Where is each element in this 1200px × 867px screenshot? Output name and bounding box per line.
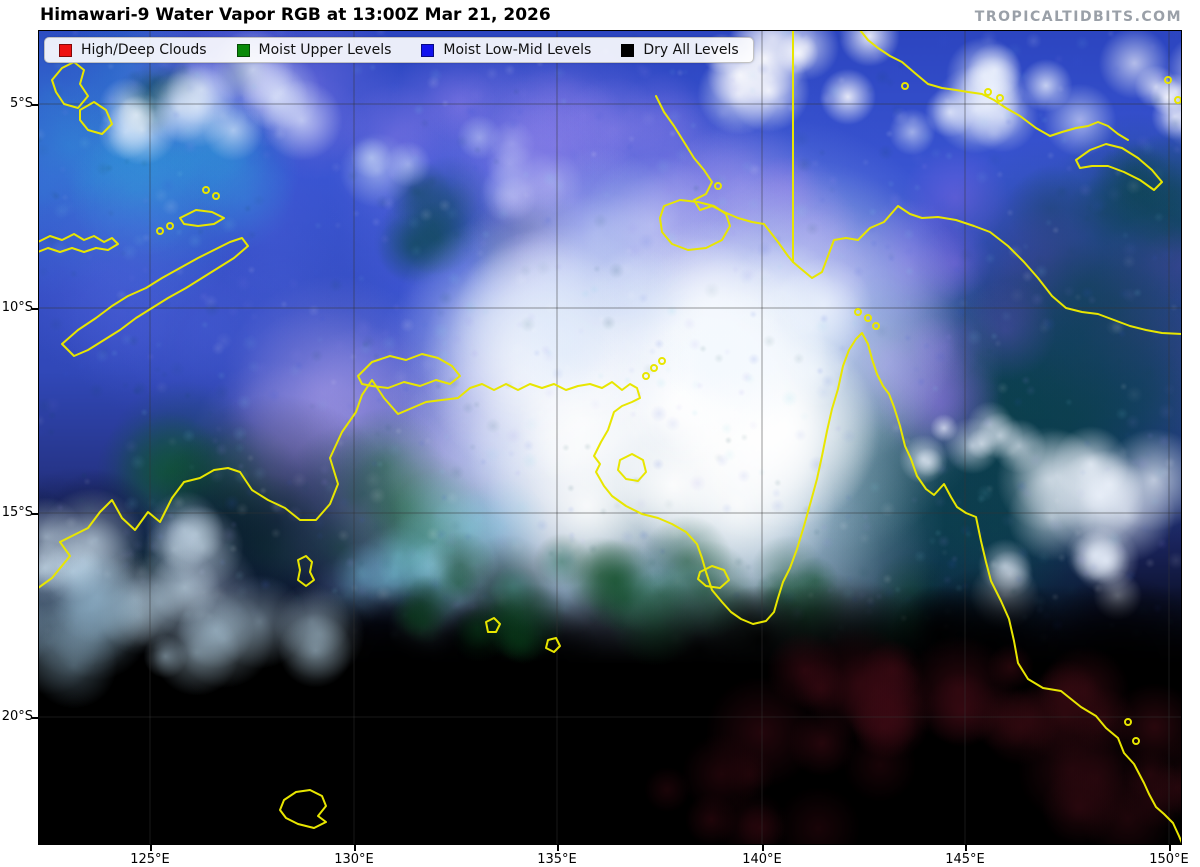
coastline-lake-2 xyxy=(545,637,561,653)
small-island xyxy=(156,227,164,235)
coastline-new-guinea-north xyxy=(859,30,1129,141)
coastline-maluku-a xyxy=(51,61,89,109)
small-island xyxy=(658,357,666,365)
lat-tick-mark xyxy=(32,104,38,106)
coastline-new-britain xyxy=(1075,143,1163,191)
small-island xyxy=(714,182,722,190)
coastline-grid-overlay xyxy=(38,30,1182,845)
coastline-lake-1 xyxy=(485,617,501,633)
lat-tick-label: 15°S xyxy=(1,505,33,520)
lat-tick-mark xyxy=(32,513,38,515)
legend-label: High/Deep Clouds xyxy=(81,42,207,58)
lon-tick-label: 130°E xyxy=(334,852,374,867)
legend-swatch xyxy=(621,43,635,57)
lat-tick-label: 5°S xyxy=(9,96,33,111)
small-island xyxy=(996,94,1004,102)
small-island xyxy=(872,322,880,330)
small-island xyxy=(1132,737,1140,745)
legend-swatch xyxy=(59,43,72,57)
lon-tick-label: 140°E xyxy=(742,852,782,867)
satellite-imagery-canvas xyxy=(38,30,1182,845)
legend-item-1: Moist Upper Levels xyxy=(236,42,392,58)
lon-tick-label: 125°E xyxy=(130,852,170,867)
lon-tick-mark xyxy=(762,845,764,851)
coastline-sunda-chain xyxy=(38,233,119,253)
lon-tick-mark xyxy=(1169,845,1171,851)
coastline-mornington-island xyxy=(697,565,730,589)
small-island xyxy=(1174,96,1182,104)
legend-swatch xyxy=(236,43,250,57)
coastline-tiwi-islands xyxy=(357,353,461,389)
small-island xyxy=(166,222,174,230)
lat-tick-label: 20°S xyxy=(1,709,33,724)
lon-tick-label: 145°E xyxy=(945,852,985,867)
legend-label: Moist Low-Mid Levels xyxy=(443,42,592,58)
lon-tick-mark xyxy=(965,845,967,851)
coastline-new-guinea-south xyxy=(655,95,1182,335)
lon-tick-label: 135°E xyxy=(537,852,577,867)
small-island xyxy=(650,364,658,372)
page-title: Himawari-9 Water Vapor RGB at 13:00Z Mar… xyxy=(40,5,551,25)
small-island xyxy=(864,314,872,322)
small-island xyxy=(202,186,210,194)
legend-label: Moist Upper Levels xyxy=(258,42,392,58)
legend-item-2: Moist Low-Mid Levels xyxy=(421,42,591,58)
weather-map: High/Deep Clouds Moist Upper Levels Moist … xyxy=(38,30,1182,845)
coastline-timor xyxy=(61,237,249,357)
lon-tick-mark xyxy=(354,845,356,851)
legend-item-0: High/Deep Clouds xyxy=(59,42,207,58)
small-island xyxy=(1124,718,1132,726)
small-island xyxy=(212,192,220,200)
lon-tick-mark xyxy=(557,845,559,851)
coastline-groote-eylandt xyxy=(617,453,647,482)
watermark-tropicaltidbits: TROPICALTIDBITS.COM xyxy=(974,9,1182,25)
coastline-wetar xyxy=(179,209,225,227)
legend-label: Dry All Levels xyxy=(643,42,739,58)
lat-tick-mark xyxy=(32,717,38,719)
small-island xyxy=(901,82,909,90)
small-island xyxy=(1164,76,1172,84)
legend-bar: High/Deep Clouds Moist Upper Levels Moist … xyxy=(44,37,754,63)
small-island xyxy=(642,372,650,380)
lon-tick-mark xyxy=(150,845,152,851)
coastline-lake-argyle xyxy=(297,555,315,587)
legend-item-3: Dry All Levels xyxy=(621,42,739,58)
small-island xyxy=(854,308,862,316)
small-island xyxy=(984,88,992,96)
coastline-lake-bottom xyxy=(279,789,327,829)
coastline-australia-mainland xyxy=(38,332,1182,844)
legend-swatch xyxy=(421,43,435,57)
coastline-dolak-island xyxy=(659,199,731,251)
lon-tick-label: 150°E xyxy=(1149,852,1189,867)
lat-tick-label: 10°S xyxy=(1,300,33,315)
coastline-maluku-b xyxy=(79,101,113,135)
lat-tick-mark xyxy=(32,308,38,310)
